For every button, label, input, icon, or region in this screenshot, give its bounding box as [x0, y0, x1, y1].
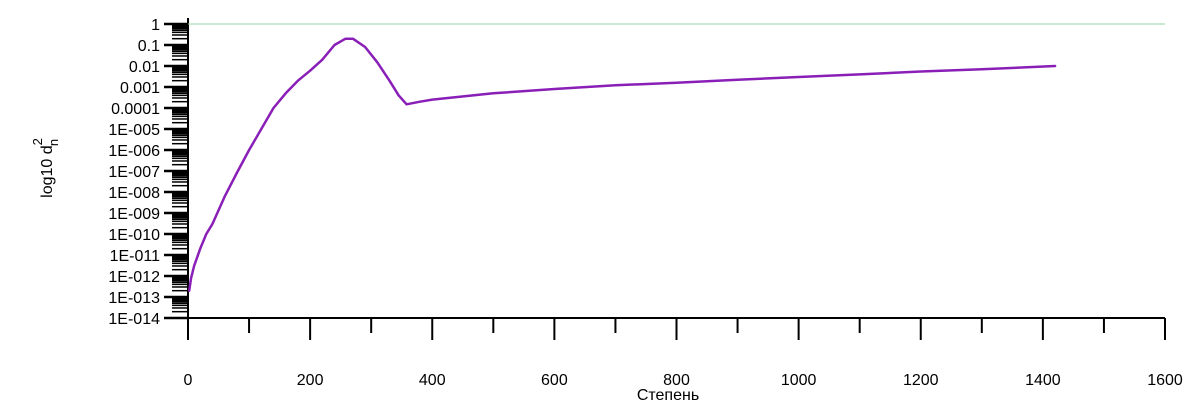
series-line [187, 37, 1057, 292]
y-tick-label: 1E-006 [108, 143, 160, 160]
y-axis-title-main: log10 d [39, 145, 56, 198]
y-tick-group: 1 0.1 0.01 0.001 0.0001 1E-005 1E-006 1E-007 1E-… [108, 17, 188, 328]
y-tick-label: 1E-007 [108, 164, 160, 181]
y-tick-label: 1E-012 [108, 269, 160, 286]
y-axis-title-superscript: 2 [30, 138, 45, 145]
y-tick-label: 1E-010 [108, 227, 160, 244]
y-tick-label: 1E-008 [108, 185, 160, 202]
y-tick-label: 0.1 [138, 38, 160, 55]
x-axis: 0 200 400 600 800 1000 1200 1400 1600 [184, 317, 1183, 389]
y-tick-label: 1 [151, 17, 160, 34]
y-tick-label: 0.001 [120, 80, 160, 97]
y-tick-label: 0.0001 [111, 101, 160, 118]
y-tick-label: 0.01 [129, 59, 160, 76]
y-tick-label: 1E-011 [110, 248, 161, 265]
y-tick-label: 1E-013 [108, 290, 160, 307]
x-tick-label: 400 [419, 372, 446, 389]
x-tick-label: 200 [297, 372, 324, 389]
y-axis-title-subscript: n [46, 139, 61, 146]
x-tick-label: 1000 [781, 372, 817, 389]
x-tick-label: 1400 [1025, 372, 1061, 389]
x-axis-title: Степень [637, 387, 699, 404]
x-tick-label: 0 [184, 372, 193, 389]
x-tick-label: 600 [541, 372, 568, 389]
y-axis-title: log10 d2n [30, 138, 61, 198]
y-tick-label: 1E-014 [108, 311, 160, 328]
x-tick-label: 1600 [1147, 372, 1183, 389]
y-axis: 1 0.1 0.01 0.001 0.0001 1E-005 1E-006 1E-007 1E-… [108, 17, 189, 328]
x-tick-label: 1200 [903, 372, 939, 389]
y-tick-label: 1E-005 [108, 122, 160, 139]
x-tick-label: 800 [663, 372, 690, 389]
x-tick-group: 0 200 400 600 800 1000 1200 1400 1600 [184, 318, 1183, 389]
y-tick-label: 1E-009 [108, 206, 160, 223]
